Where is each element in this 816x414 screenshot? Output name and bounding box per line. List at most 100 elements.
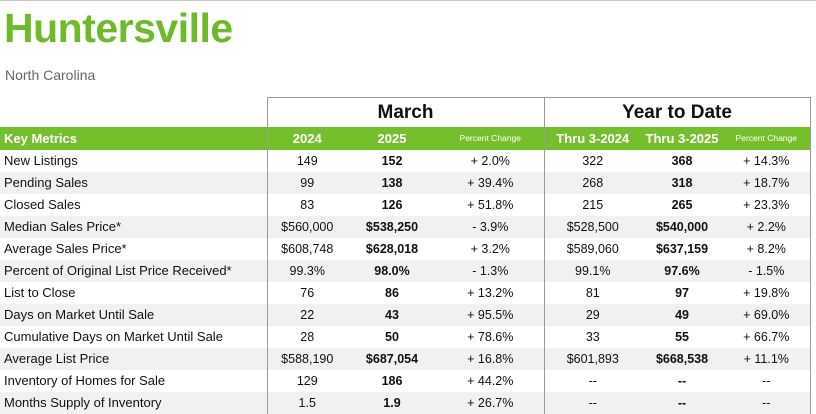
table-row: Closed Sales 83 126 + 51.8% 215 265 + 23.3% [0,194,811,216]
table-row: Average Sales Price* $608,748 $628,018 + 3.… [0,238,811,260]
march-percent-change: + 26.7% [437,392,545,414]
metric-label: Inventory of Homes for Sale [0,370,267,392]
ytd-percent-change: + 8.2% [723,238,811,260]
col-header-metric: Key Metrics [0,127,267,150]
ytd-percent-change: + 14.3% [723,150,811,172]
ytd-2025-value: 55 [641,326,724,348]
march-2024-value: $608,748 [266,238,347,260]
top-divider [0,0,816,1]
metric-label: Closed Sales [0,194,267,216]
march-2025-value: 186 [347,370,437,392]
table-row: Percent of Original List Price Received*… [0,260,811,282]
ytd-2025-value: -- [641,370,724,392]
ytd-2024-value: 215 [543,194,642,216]
march-percent-change: + 2.0% [437,150,545,172]
table-row: Median Sales Price* $560,000 $538,250- 3.9… [0,216,811,238]
ytd-percent-change: + 18.7% [723,172,811,194]
col-header-thru-2024: Thru 3-2024 [543,127,642,150]
ytd-2024-value: $528,500 [543,216,642,238]
table-row: Inventory of Homes for Sale 129 186 + 44.2%… [0,370,811,392]
group-header-row: March Year to Date [0,97,811,127]
march-2024-value: 99.3% [266,260,347,282]
ytd-percent-change: -- [723,370,811,392]
march-2024-value: 83 [266,194,347,216]
ytd-2024-value: -- [543,370,642,392]
col-header-percent-change-ytd: Percent Change [723,127,811,150]
table-row: New Listings 149 152 + 2.0% 322 368 + 14.3% [0,150,811,172]
metric-label: Pending Sales [0,172,267,194]
ytd-2025-value: $668,538 [641,348,724,370]
march-2024-value: 28 [266,326,347,348]
metric-label: Average Sales Price* [0,238,267,260]
ytd-percent-change: + 66.7% [723,326,811,348]
march-percent-change: + 3.2% [437,238,545,260]
metric-label: Months Supply of Inventory [0,392,267,414]
metric-label: Cumulative Days on Market Until Sale [0,326,267,348]
ytd-percent-change: -- [723,392,811,414]
march-percent-change: + 16.8% [437,348,545,370]
march-percent-change: + 39.4% [437,172,545,194]
march-percent-change: - 3.9% [437,216,545,238]
ytd-2025-value: 368 [641,150,724,172]
ytd-2024-value: $601,893 [543,348,642,370]
ytd-percent-change: - 1.5% [723,260,811,282]
march-2024-value: 129 [266,370,347,392]
ytd-2025-value: $637,159 [641,238,724,260]
ytd-2024-value: $589,060 [543,238,642,260]
metric-label: Percent of Original List Price Received* [0,260,267,282]
ytd-2025-value: 97 [641,282,724,304]
ytd-2025-value: 318 [641,172,724,194]
key-metrics-table: March Year to Date Key Metrics 2024 2025… [0,97,811,414]
ytd-2024-value: 268 [543,172,642,194]
table-row: List to Close 76 86 + 13.2% 81 97 + 19.8% [0,282,811,304]
ytd-percent-change: + 19.8% [723,282,811,304]
table-row: Average List Price $588,190 $687,054 + 16.8… [0,348,811,370]
march-percent-change: + 78.6% [437,326,545,348]
ytd-2025-value: 97.6% [641,260,724,282]
march-2025-value: 43 [347,304,437,326]
ytd-percent-change: + 23.3% [723,194,811,216]
march-percent-change: + 44.2% [437,370,545,392]
table-row: Days on Market Until Sale 22 43 + 95.5% 29 49… [0,304,811,326]
march-2025-value: 98.0% [347,260,437,282]
metric-label: New Listings [0,150,267,172]
page-subtitle: North Carolina [5,67,96,83]
ytd-2025-value: 49 [641,304,724,326]
table-row: Pending Sales 99 138 + 39.4% 268 318 + 18.7% [0,172,811,194]
march-2024-value: 76 [266,282,347,304]
ytd-percent-change: + 11.1% [723,348,811,370]
ytd-2024-value: 81 [543,282,642,304]
ytd-2024-value: 29 [543,304,642,326]
march-2025-value: 138 [347,172,437,194]
march-2025-value: 1.9 [347,392,437,414]
march-percent-change: + 51.8% [437,194,545,216]
march-2025-value: 50 [347,326,437,348]
march-percent-change: + 95.5% [437,304,545,326]
metric-label: Median Sales Price* [0,216,267,238]
march-percent-change: - 1.3% [437,260,545,282]
group-header-ytd: Year to Date [543,97,811,127]
march-2024-value: 22 [266,304,347,326]
metric-label: Days on Market Until Sale [0,304,267,326]
march-2024-value: $588,190 [266,348,347,370]
metric-label: Average List Price [0,348,267,370]
march-2024-value: 99 [266,172,347,194]
march-2025-value: $687,054 [347,348,437,370]
table-row: Months Supply of Inventory 1.5 1.9 + 26.7% -… [0,392,811,414]
col-header-percent-change-march: Percent Change [437,127,545,150]
march-2025-value: 152 [347,150,437,172]
ytd-2025-value: -- [641,392,724,414]
march-2025-value: 86 [347,282,437,304]
march-2025-value: $628,018 [347,238,437,260]
table-row: Cumulative Days on Market Until Sale 28 50… [0,326,811,348]
page-title: Huntersville [4,5,233,51]
col-header-2024: 2024 [266,127,347,150]
ytd-percent-change: + 2.2% [723,216,811,238]
group-header-march: March [266,97,545,127]
col-header-2025: 2025 [347,127,437,150]
ytd-2025-value: $540,000 [641,216,724,238]
march-2024-value: 149 [266,150,347,172]
ytd-percent-change: + 69.0% [723,304,811,326]
column-header-row: Key Metrics 2024 2025 Percent Change Thr… [0,127,811,150]
march-2025-value: 126 [347,194,437,216]
